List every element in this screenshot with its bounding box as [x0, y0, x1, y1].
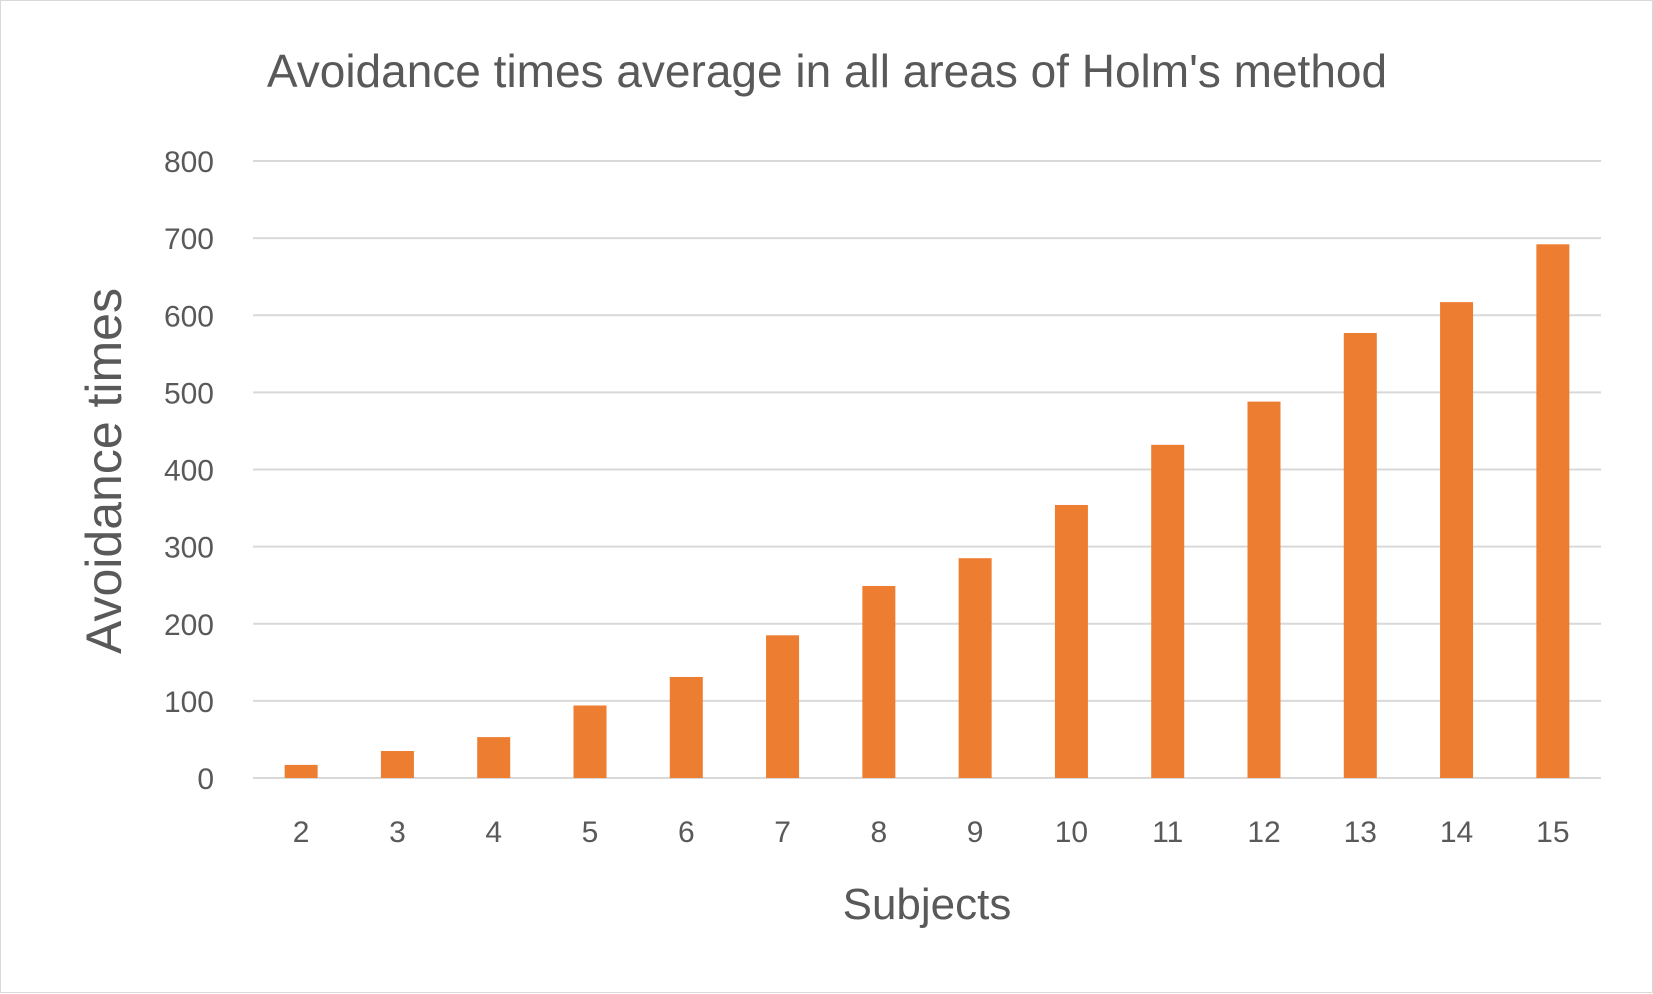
bars — [284, 244, 1570, 779]
bar-8 — [862, 585, 896, 778]
bar-10 — [1054, 504, 1088, 778]
x-tick-label: 6 — [678, 816, 695, 849]
x-tick-label: 14 — [1440, 816, 1473, 849]
y-tick-label: 200 — [164, 609, 214, 642]
bar-12 — [1247, 401, 1281, 778]
x-tick-label: 15 — [1536, 816, 1569, 849]
bar-6 — [669, 676, 703, 778]
y-tick-label: 100 — [164, 686, 214, 719]
y-axis-title: Avoidance times — [76, 288, 132, 654]
y-tick-label: 300 — [164, 532, 214, 565]
x-tick-label: 7 — [774, 816, 791, 849]
x-axis-title: Subjects — [843, 880, 1012, 929]
x-tick-label: 8 — [871, 816, 888, 849]
x-tick-label: 5 — [582, 816, 599, 849]
bar-5 — [573, 705, 607, 778]
gridlines — [253, 160, 1601, 779]
x-tick-label: 13 — [1344, 816, 1377, 849]
bar-13 — [1343, 332, 1377, 778]
x-tick-label: 11 — [1152, 816, 1183, 849]
x-tick-label: 3 — [389, 816, 406, 849]
chart-title: Avoidance times average in all areas of … — [267, 45, 1387, 97]
y-tick-label: 600 — [164, 300, 214, 333]
y-tick-label: 0 — [197, 763, 214, 796]
bar-7 — [766, 635, 800, 778]
bar-15 — [1536, 244, 1570, 779]
x-tick-label: 2 — [293, 816, 310, 849]
bar-4 — [477, 737, 511, 778]
y-axis-ticks: 0 100 200 300 400 500 600 700 800 — [164, 146, 214, 796]
x-tick-label: 12 — [1247, 816, 1280, 849]
x-tick-label: 9 — [967, 816, 984, 849]
bar-2 — [284, 764, 318, 778]
x-axis-ticks: 2 3 4 5 6 7 8 9 10 11 12 13 14 15 — [293, 816, 1570, 849]
bar-14 — [1440, 302, 1474, 778]
bar-11 — [1151, 444, 1185, 778]
y-tick-label: 800 — [164, 146, 214, 179]
bar-3 — [380, 751, 414, 778]
x-tick-label: 4 — [485, 816, 502, 849]
bar-9 — [958, 558, 992, 778]
y-tick-label: 700 — [164, 223, 214, 256]
y-tick-label: 400 — [164, 455, 214, 488]
y-tick-label: 500 — [164, 377, 214, 410]
x-tick-label: 10 — [1055, 816, 1088, 849]
